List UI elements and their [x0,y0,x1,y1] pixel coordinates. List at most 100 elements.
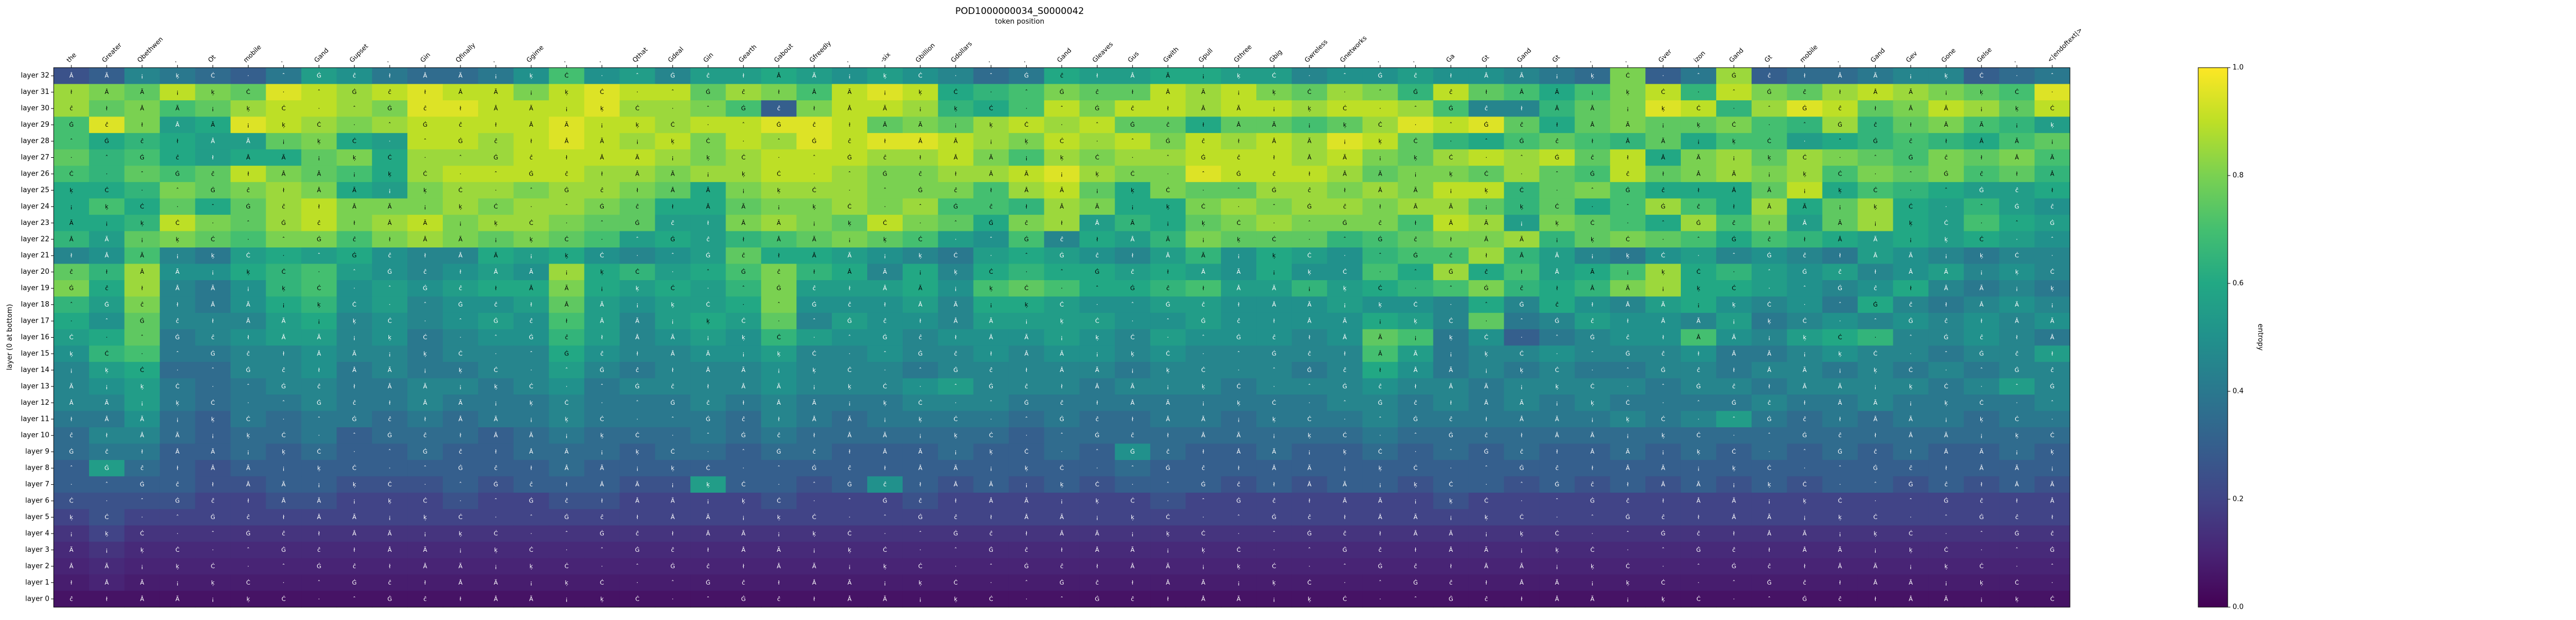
cell-glyph: ˆ [388,285,391,292]
cell-glyph: Ã [1979,121,1984,128]
cell-glyph: ĉ [1732,383,1736,390]
y-axis-label: layer (0 at bottom) [6,304,14,370]
cell-glyph: ¡ [1025,481,1027,488]
cell-glyph: ¡ [1450,187,1452,194]
cell-glyph: Ã [1979,285,1984,292]
cell-glyph: ķ [105,203,109,210]
cell-glyph: ¡ [1556,563,1558,570]
cell-glyph: Â [105,579,109,586]
cell-glyph: Ġ [1873,465,1878,472]
cell-glyph: · [1202,187,1204,194]
cell-glyph: ķ [1662,595,1665,602]
cell-glyph: ĉ [1944,481,1948,488]
cell-glyph: Ġ [706,89,711,96]
x-tick-label: . [1409,57,1416,64]
heatmap-cell [124,84,160,101]
cell-glyph: Ã [1767,350,1772,357]
cell-glyph: Ċ [1166,350,1170,357]
cell-glyph: · [566,546,568,553]
cell-glyph: Â [1838,236,1842,243]
cell-glyph: ˆ [459,154,462,161]
cell-glyph: ¡ [389,514,391,521]
cell-glyph: Ċ [1874,514,1878,521]
cell-glyph: ĉ [990,367,993,374]
cell-glyph: ¡ [106,220,108,227]
cell-glyph: ĉ [1944,154,1948,161]
cell-glyph: Ã [742,367,746,374]
cell-glyph: · [955,563,957,570]
cell-glyph: Â [2015,318,2019,325]
cell-glyph: ķ [742,498,745,505]
cell-glyph: ĉ [1909,138,1912,145]
cell-glyph: ˆ [1697,399,1700,406]
cell-glyph: · [1096,138,1099,145]
heatmap-cell [1256,116,1292,134]
cell-glyph: ķ [1449,498,1453,505]
cell-glyph: ˆ [211,203,215,210]
cell-glyph: · [1556,350,1558,357]
cell-glyph: Ċ [1909,203,1913,210]
cell-glyph: · [1662,399,1664,406]
heatmap-cell [690,100,726,117]
x-tick-label: Gabout [772,42,794,64]
cell-glyph: ķ [777,187,781,194]
heatmap-cell [1716,68,1752,85]
heatmap-cell [1504,68,1540,85]
cell-glyph: Ġ [1484,121,1489,128]
y-tick-label: layer 22 [21,235,49,243]
cell-glyph: ĉ [1379,383,1382,390]
cell-glyph: ¡ [813,546,815,553]
cell-glyph: ˆ [636,563,639,570]
x-tick-label: . [843,57,850,64]
cell-glyph: Ã [1449,203,1453,210]
y-tick-label: layer 32 [21,72,49,80]
cell-glyph: ķ [848,546,852,553]
cell-glyph: ķ [813,530,816,537]
cell-glyph: Ġ [1272,350,1277,357]
heatmap-cell [1857,133,1894,150]
cell-glyph: Â [529,448,533,455]
cell-glyph: Ã [1414,514,1418,521]
heatmap-cell [619,68,656,85]
cell-glyph: ˆ [2051,563,2054,570]
cell-glyph: Ã [423,546,427,553]
cell-glyph: ˆ [1272,203,1276,210]
cell-glyph: ˆ [1237,350,1240,357]
cell-glyph: Â [1131,72,1135,79]
cell-glyph: ĉ [1237,154,1240,161]
cell-glyph: Â [175,448,180,455]
cell-glyph: Â [812,415,816,422]
heatmap-cell [584,116,620,134]
cell-glyph: Ġ [1484,448,1489,455]
cell-glyph: ¡ [530,579,532,586]
cell-glyph: Ã [352,187,356,194]
cell-glyph: ¡ [1131,530,1133,537]
cell-glyph: Ġ [1873,138,1878,145]
cell-glyph: ķ [919,579,923,586]
cell-glyph: ĉ [530,318,533,325]
cell-glyph: Ċ [1236,383,1241,390]
cell-glyph: ¡ [1344,465,1346,472]
cell-glyph: Ġ [1555,318,1560,325]
cell-glyph: ķ [2051,121,2054,128]
cell-glyph: ˆ [1202,170,1205,177]
cell-glyph: Ã [1661,301,1665,308]
cell-glyph: ¡ [1520,383,1523,390]
cell-glyph: ¡ [1768,498,1770,505]
cell-glyph: Ċ [423,170,427,177]
cell-glyph: ¡ [848,236,851,243]
cell-glyph: Ã [494,579,498,586]
heatmap-cell [1008,84,1045,101]
cell-glyph: Â [635,170,640,177]
x-tick-label: mobile [242,43,263,64]
cell-glyph: ˆ [1414,105,1417,112]
cell-glyph: ˆ [601,220,604,227]
cell-glyph: ĉ [1484,268,1488,275]
cell-glyph: ˆ [388,448,391,455]
heatmap-cell [1645,149,1681,166]
cell-glyph: Ċ [211,399,215,406]
cell-glyph: ¡ [282,301,284,308]
cell-glyph: Ċ [600,415,604,422]
x-tick-label: Gearth [737,43,758,64]
x-tick-label: . [1621,57,1628,64]
